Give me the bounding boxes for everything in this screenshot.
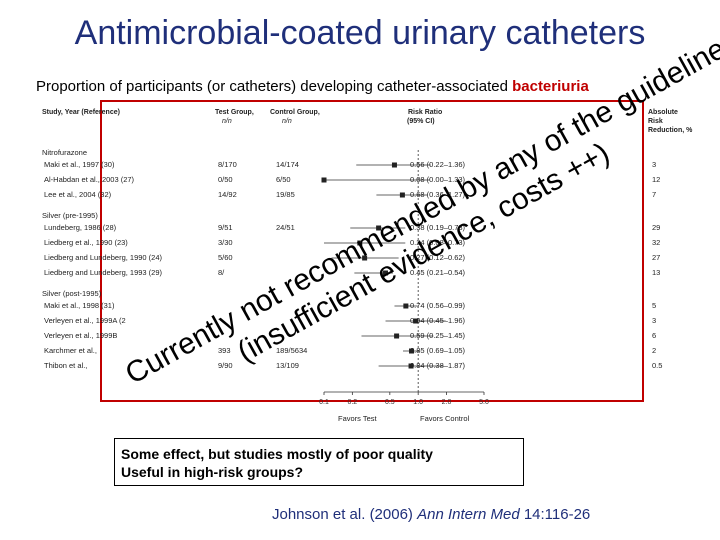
x-tick-label: 0.5 xyxy=(385,399,395,406)
forest-plot-frame xyxy=(100,100,644,402)
row-risk-ratio: 0.24 (0.08–0.73) xyxy=(410,238,466,247)
group-label: Silver (pre-1995) xyxy=(42,211,98,220)
note-line-1: Some effect, but studies mostly of poor … xyxy=(121,446,433,462)
row-test-count: 8/ xyxy=(218,268,225,277)
row-risk-ratio: 0.84 (0.38–1.87) xyxy=(410,361,466,370)
row-risk-ratio: 0.59 (0.25–1.45) xyxy=(410,331,466,340)
header-control-unit: n/n xyxy=(282,118,292,125)
row-control-count: 13/109 xyxy=(276,361,299,370)
header-abs2: Risk xyxy=(648,118,663,125)
row-abs-reduction: 0.5 xyxy=(652,361,663,370)
row-abs-reduction: 5 xyxy=(652,301,657,310)
x-tick-label: 0.1 xyxy=(319,399,329,406)
point-estimate xyxy=(409,348,415,354)
row-study: Lundeberg, 1986 (28) xyxy=(44,223,117,232)
row-abs-reduction: 7 xyxy=(652,190,657,199)
row-study: Liedberg and Lundeberg, 1990 (24) xyxy=(44,253,163,262)
row-study: Liedberg et al., 1990 (23) xyxy=(44,238,128,247)
x-tick-label: 0.2 xyxy=(347,399,357,406)
point-estimate xyxy=(394,333,400,339)
row-study: Maki et al., 1998 (31) xyxy=(44,301,115,310)
row-study: Al-Habdan et al., 2003 (27) xyxy=(44,175,135,184)
row-test-count: 9/90 xyxy=(218,361,233,370)
row-abs-reduction: 6 xyxy=(652,331,657,340)
point-estimate xyxy=(376,225,382,231)
row-test-count: 9/51 xyxy=(218,223,233,232)
note-box: Some effect, but studies mostly of poor … xyxy=(114,438,524,486)
row-test-count: 0/50 xyxy=(218,175,233,184)
citation: Johnson et al. (2006) Ann Intern Med 14:… xyxy=(272,506,590,523)
row-test-count: 14/92 xyxy=(218,190,237,199)
point-estimate xyxy=(321,177,327,183)
point-estimate xyxy=(403,303,409,309)
row-abs-reduction: 2 xyxy=(652,346,657,355)
header-rr-ci: (95% CI) xyxy=(407,118,435,125)
row-risk-ratio: 0.94 (0.45–1.96) xyxy=(410,316,466,325)
row-risk-ratio: 0.56 (0.22–1.36) xyxy=(410,160,466,169)
point-estimate xyxy=(399,192,405,198)
citation-volume: 14:116-26 xyxy=(519,506,591,523)
point-estimate xyxy=(391,162,397,168)
subtitle-lead: Proportion of participants (or catheters… xyxy=(36,78,513,95)
header-abs3: Reduction, % xyxy=(648,127,693,134)
row-risk-ratio: 0.38 (0.19–0.73) xyxy=(410,223,466,232)
point-estimate xyxy=(357,240,363,246)
row-study: Thibon et al., xyxy=(44,361,88,370)
row-study: Verleyen et al., 1999B xyxy=(44,331,118,340)
row-risk-ratio: 0.27 (0.12–0.62) xyxy=(410,253,466,262)
row-risk-ratio: 0.08 (0.00–1.33) xyxy=(410,175,466,184)
note-line-2: Useful in high-risk groups? xyxy=(121,464,304,480)
row-abs-reduction: 32 xyxy=(652,238,661,247)
point-estimate xyxy=(383,270,389,276)
x-tick-label: 2.0 xyxy=(442,399,452,406)
row-abs-reduction: 29 xyxy=(652,223,661,232)
row-control-count: 14/174 xyxy=(276,160,299,169)
row-study: Karchmer et al., xyxy=(44,346,97,355)
row-control-count: 6/50 xyxy=(276,175,291,184)
x-tick-label: 1.0 xyxy=(413,399,423,406)
citation-journal: Ann Intern Med xyxy=(417,506,520,523)
citation-authors: Johnson et al. (2006) xyxy=(272,506,418,523)
row-study: Lee et al., 2004 (32) xyxy=(44,190,112,199)
row-test-count: 8/170 xyxy=(218,160,237,169)
point-estimate xyxy=(408,363,414,369)
header-test-unit: n/n xyxy=(222,118,232,125)
row-test-count: 393 xyxy=(218,346,231,355)
header-abs: Absolute xyxy=(648,109,678,116)
row-abs-reduction: 13 xyxy=(652,268,661,277)
row-risk-ratio: 0.45 (0.21–0.54) xyxy=(410,268,466,277)
x-tick-label: 5.0 xyxy=(479,399,489,406)
favors-control-label: Favors Control xyxy=(420,414,470,423)
point-estimate xyxy=(413,318,419,324)
favors-test-label: Favors Test xyxy=(338,414,377,423)
row-test-count: 5/60 xyxy=(218,253,233,262)
row-control-count: 24/51 xyxy=(276,223,295,232)
row-risk-ratio: 0.74 (0.56–0.99) xyxy=(410,301,466,310)
row-study: Verleyen et al., 1999A (2 xyxy=(44,316,126,325)
point-estimate xyxy=(362,255,368,261)
slide-title: Antimicrobial-coated urinary catheters xyxy=(74,14,646,52)
row-study: Maki et al., 1997 (30) xyxy=(44,160,115,169)
row-risk-ratio: 0.85 (0.69–1.05) xyxy=(410,346,466,355)
header-study: Study, Year (Reference) xyxy=(42,109,120,116)
row-abs-reduction: 3 xyxy=(652,160,657,169)
row-risk-ratio: 0.68 (0.36–1.27) xyxy=(410,190,466,199)
group-label: Silver (post-1995) xyxy=(42,289,102,298)
row-control-count: 189/5634 xyxy=(276,346,308,355)
row-abs-reduction: 3 xyxy=(652,316,657,325)
row-study: Liedberg and Lundeberg, 1993 (29) xyxy=(44,268,163,277)
row-test-count: 3/30 xyxy=(218,238,233,247)
row-abs-reduction: 12 xyxy=(652,175,661,184)
subtitle-accent: bacteriuria xyxy=(512,78,589,95)
header-test: Test Group, xyxy=(215,109,254,116)
chart-subtitle: Proportion of participants (or catheters… xyxy=(36,78,589,95)
header-control: Control Group, xyxy=(270,109,320,116)
group-label: Nitrofurazone xyxy=(42,148,88,157)
row-abs-reduction: 27 xyxy=(652,253,661,262)
header-rr: Risk Ratio xyxy=(408,109,443,116)
row-control-count: 19/85 xyxy=(276,190,295,199)
